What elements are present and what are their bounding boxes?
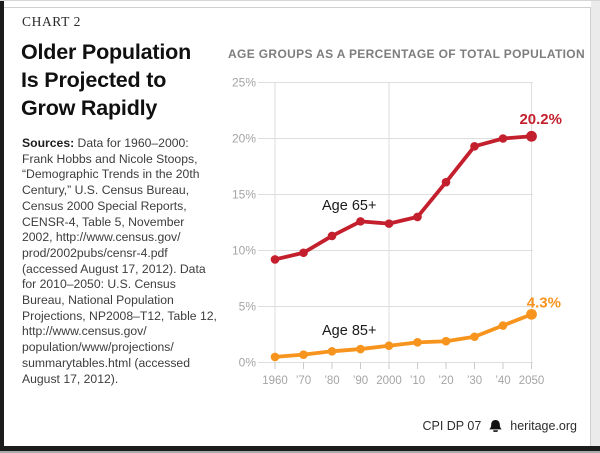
x-axis-tick-label: 2050 [519, 375, 545, 387]
footer-site-link[interactable]: heritage.org [510, 419, 577, 433]
data-point [299, 350, 308, 359]
data-point [327, 231, 337, 241]
data-point [498, 321, 508, 330]
chart-title: AGE GROUPS AS A PERCENTAGE OF TOTAL POPU… [228, 47, 586, 61]
chart-number-label: CHART 2 [22, 14, 82, 29]
sources-label: Sources: [22, 136, 75, 150]
x-axis-tick-label: ’80 [324, 375, 339, 387]
x-axis-tick-label: ’30 [467, 375, 482, 387]
data-point [299, 248, 308, 258]
y-axis-tick-label: 5% [239, 300, 257, 314]
card-border-bottom [0, 446, 600, 451]
series-line-age-85 [273, 312, 534, 359]
data-point [356, 344, 365, 354]
data-point [526, 130, 537, 142]
y-axis-tick-label: 20% [232, 132, 256, 146]
series-end-value-label: 4.3% [527, 295, 561, 312]
data-point [441, 336, 451, 346]
x-axis-tick-label: ’10 [410, 375, 425, 387]
liberty-bell-icon [489, 419, 503, 432]
data-point [270, 255, 280, 264]
x-axis-tick-label: 2000 [376, 375, 402, 387]
x-axis-tick-label: ’70 [296, 375, 311, 387]
card-border-right [590, 7, 591, 451]
series-line-age-65 [273, 134, 534, 262]
data-point [356, 217, 365, 226]
y-axis-tick-label: 0% [239, 356, 257, 370]
data-point [384, 219, 394, 228]
page-edge-top [0, 0, 600, 1]
y-axis-tick-label: 25% [232, 76, 256, 90]
footer: CPI DP 07 heritage.org [422, 417, 577, 435]
page-title: Older Population Is Projected to Grow Ra… [21, 40, 191, 120]
data-point [384, 341, 394, 351]
x-axis-tick-label: ’20 [438, 375, 453, 387]
x-axis-tick-label: ’40 [495, 375, 510, 387]
page-edge-left [0, 0, 4, 453]
series-label: Age 65+ [322, 198, 376, 214]
series-end-value-label: 20.2% [519, 111, 562, 128]
footer-doc-id: CPI DP 07 [422, 419, 482, 433]
sources-text: Data for 1960–2000: Frank Hobbs and Nico… [22, 136, 217, 386]
data-point [413, 338, 422, 347]
data-point [270, 352, 280, 362]
y-axis-tick-label: 10% [232, 244, 256, 258]
data-point [526, 308, 537, 320]
data-point [413, 212, 422, 222]
data-point [498, 134, 508, 143]
data-point [327, 347, 337, 356]
chart-svg: 0% 5% 10% 15% 20% 25% 1960 ’70 ’80 ’90 2000 ’10 ’20 ’… [232, 76, 562, 387]
data-point [470, 332, 479, 342]
x-axis-tick-label: 1960 [262, 375, 288, 387]
y-axis-tick-label: 15% [232, 188, 256, 202]
data-point [441, 177, 451, 187]
series-label: Age 85+ [322, 323, 376, 339]
page-edge-bottom [0, 451, 600, 453]
page-edge-right [591, 0, 600, 453]
data-point [470, 142, 479, 151]
x-axis-tick-label: ’90 [353, 375, 368, 387]
sources-note: Sources: Data for 1960–2000: Frank Hobbs… [22, 136, 227, 387]
card-border-top [4, 7, 591, 8]
